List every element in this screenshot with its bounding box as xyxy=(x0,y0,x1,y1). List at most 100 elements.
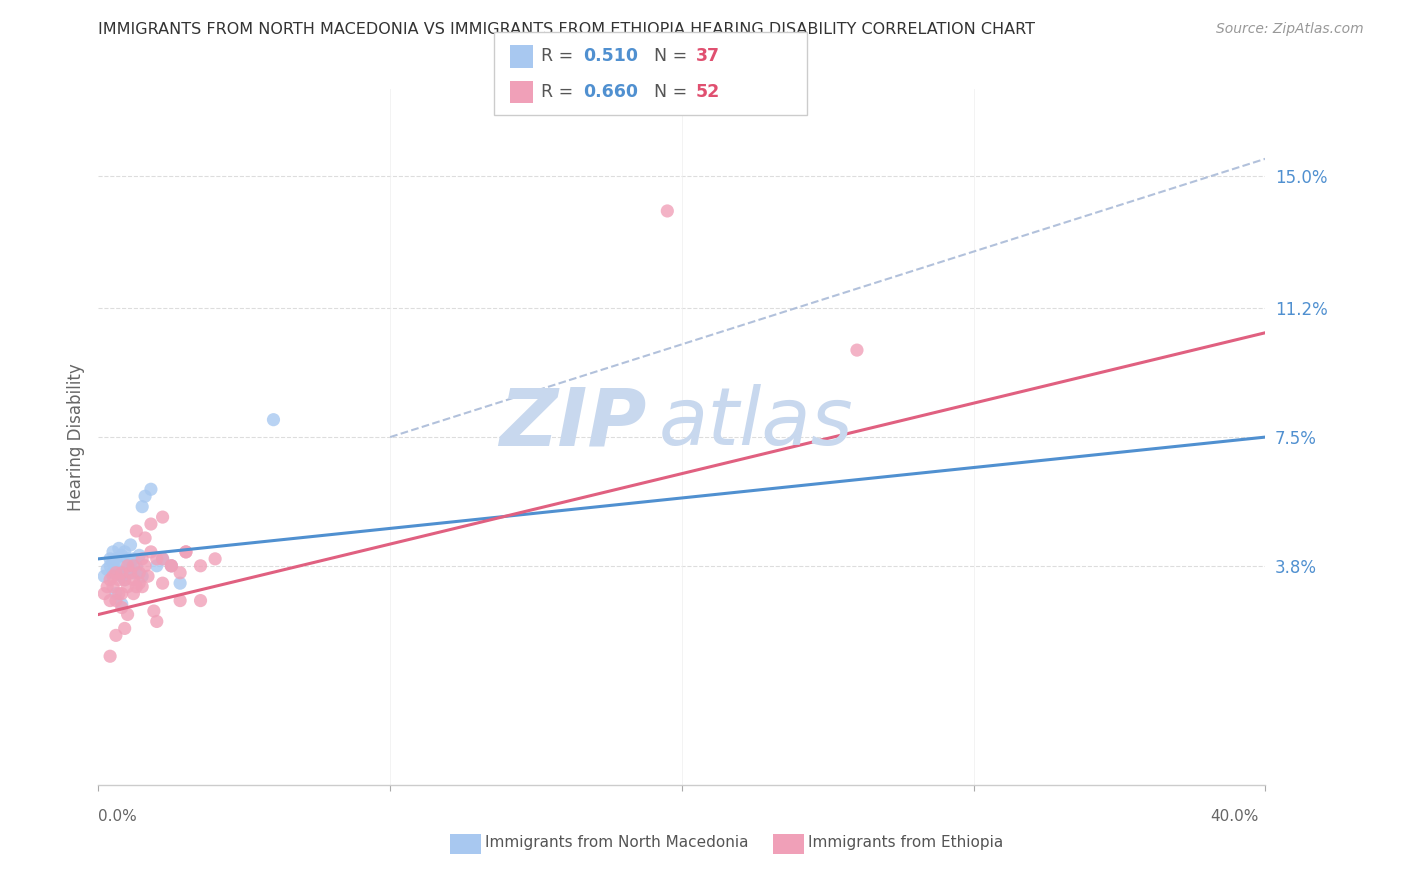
Point xyxy=(111,587,134,601)
Point xyxy=(114,545,136,559)
Point xyxy=(152,576,174,591)
Point xyxy=(96,562,118,576)
Text: N =: N = xyxy=(654,83,693,101)
Point xyxy=(204,551,226,566)
Point xyxy=(122,558,145,573)
Point xyxy=(134,531,156,545)
Point xyxy=(98,593,121,607)
Point xyxy=(142,604,165,618)
Point xyxy=(122,587,145,601)
Point xyxy=(125,558,148,573)
Point xyxy=(111,597,134,611)
Point xyxy=(117,562,139,576)
Point xyxy=(104,551,127,566)
Point xyxy=(108,541,131,556)
Point xyxy=(136,569,159,583)
Text: Immigrants from North Macedonia: Immigrants from North Macedonia xyxy=(485,836,748,850)
Point xyxy=(160,558,183,573)
Text: IMMIGRANTS FROM NORTH MACEDONIA VS IMMIGRANTS FROM ETHIOPIA HEARING DISABILITY C: IMMIGRANTS FROM NORTH MACEDONIA VS IMMIG… xyxy=(98,22,1035,37)
Point xyxy=(128,549,150,563)
Point xyxy=(139,482,162,496)
Text: atlas: atlas xyxy=(658,384,853,462)
Point xyxy=(111,569,134,583)
Point xyxy=(120,566,142,580)
Point xyxy=(169,593,191,607)
Text: R =: R = xyxy=(541,47,579,65)
Point xyxy=(128,566,150,580)
Point xyxy=(114,573,136,587)
Text: 37: 37 xyxy=(696,47,720,65)
Point xyxy=(125,580,148,594)
Point xyxy=(117,551,139,566)
Point xyxy=(139,545,162,559)
Point xyxy=(101,580,124,594)
Point xyxy=(93,587,115,601)
Point xyxy=(160,558,183,573)
Point xyxy=(190,593,212,607)
Point xyxy=(146,551,169,566)
Point xyxy=(125,524,148,538)
Point xyxy=(125,566,148,580)
Point xyxy=(152,551,174,566)
Point xyxy=(108,573,131,587)
Text: R =: R = xyxy=(541,83,579,101)
Point xyxy=(131,580,153,594)
Text: 0.660: 0.660 xyxy=(583,83,638,101)
Point xyxy=(93,569,115,583)
Text: 0.0%: 0.0% xyxy=(98,809,138,823)
Point xyxy=(131,500,153,514)
Point xyxy=(190,558,212,573)
Point xyxy=(174,545,197,559)
Point xyxy=(845,343,868,357)
Point xyxy=(104,587,127,601)
Point xyxy=(120,555,142,569)
Point xyxy=(122,573,145,587)
Point xyxy=(101,545,124,559)
Point xyxy=(114,573,136,587)
Point xyxy=(108,587,131,601)
Text: Immigrants from Ethiopia: Immigrants from Ethiopia xyxy=(808,836,1004,850)
Text: Source: ZipAtlas.com: Source: ZipAtlas.com xyxy=(1216,22,1364,37)
Text: ZIP: ZIP xyxy=(499,384,647,462)
Point xyxy=(108,558,131,573)
Text: N =: N = xyxy=(654,47,693,65)
Point xyxy=(111,549,134,563)
Point xyxy=(657,203,679,218)
Point xyxy=(111,566,134,580)
Point xyxy=(128,576,150,591)
Point xyxy=(139,516,162,531)
Point xyxy=(104,628,127,642)
Point xyxy=(98,551,121,566)
Point xyxy=(117,607,139,622)
Point xyxy=(117,558,139,573)
Point xyxy=(98,649,121,664)
Point xyxy=(101,555,124,569)
Point xyxy=(101,566,124,580)
Point xyxy=(101,569,124,583)
Point xyxy=(160,558,183,573)
Point xyxy=(114,566,136,580)
Y-axis label: Hearing Disability: Hearing Disability xyxy=(66,363,84,511)
Text: 52: 52 xyxy=(696,83,720,101)
Point xyxy=(131,569,153,583)
Point xyxy=(146,615,169,629)
Point xyxy=(114,621,136,635)
Point xyxy=(134,489,156,503)
Point xyxy=(122,551,145,566)
Point xyxy=(262,412,284,427)
Point xyxy=(131,551,153,566)
Point xyxy=(117,580,139,594)
Point xyxy=(134,558,156,573)
Point xyxy=(111,600,134,615)
Point xyxy=(96,580,118,594)
Text: 40.0%: 40.0% xyxy=(1211,809,1258,823)
Point xyxy=(120,562,142,576)
Point xyxy=(169,576,191,591)
Point xyxy=(104,593,127,607)
Point xyxy=(104,566,127,580)
Point xyxy=(98,558,121,573)
Point xyxy=(120,538,142,552)
Point xyxy=(174,545,197,559)
Text: 0.510: 0.510 xyxy=(583,47,638,65)
Point xyxy=(104,562,127,576)
